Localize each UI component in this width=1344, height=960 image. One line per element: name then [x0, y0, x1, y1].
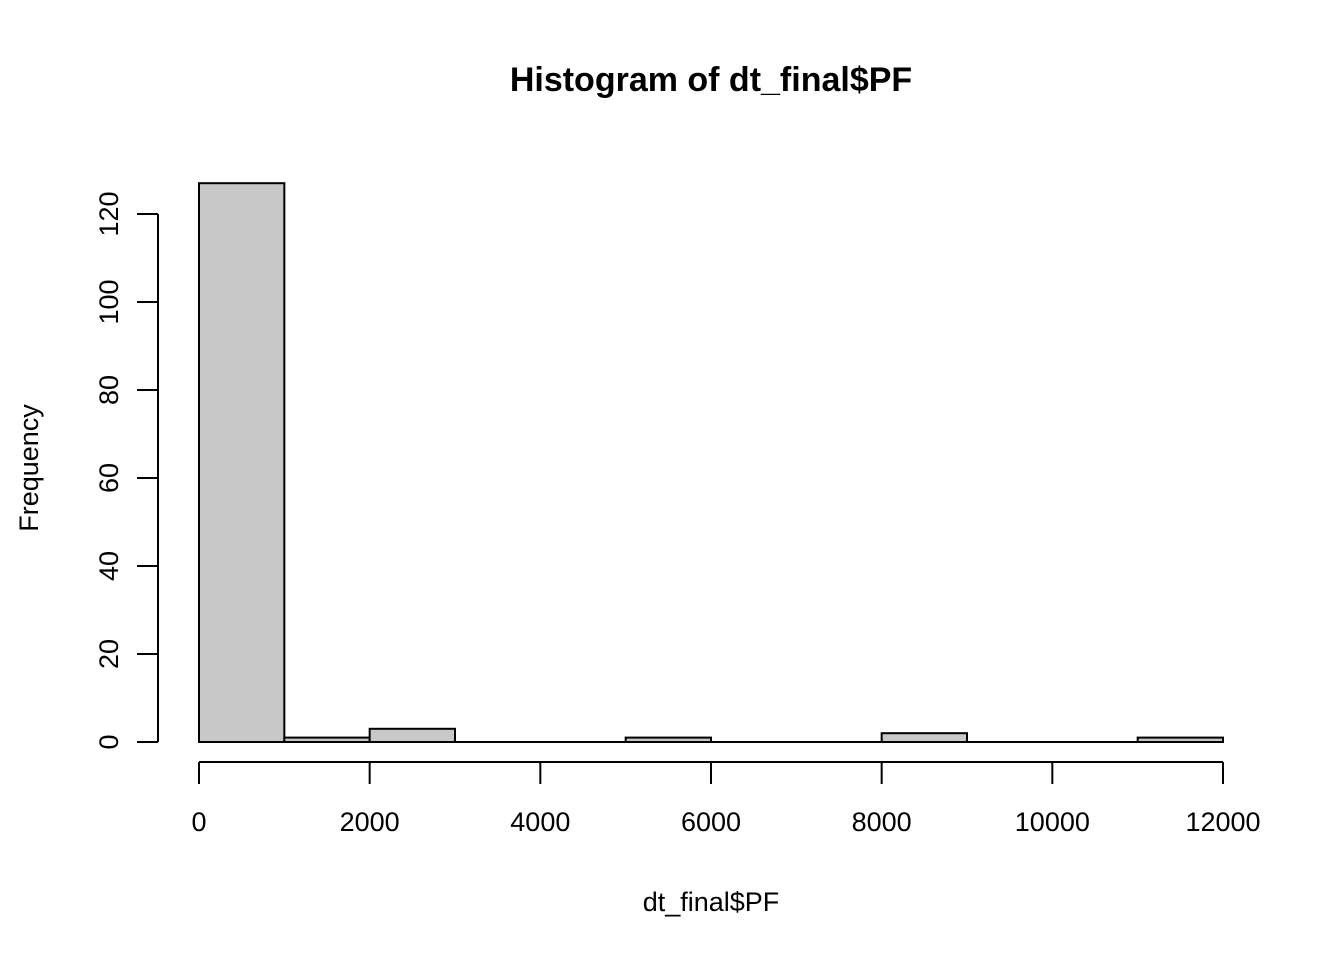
y-tick-label: 120	[94, 191, 124, 236]
histogram-bar	[368, 727, 456, 743]
x-tick-label: 12000	[1185, 807, 1260, 837]
histogram-bar	[880, 732, 969, 744]
histogram-bar	[624, 736, 713, 743]
chart-title: Histogram of dt_final$PF	[510, 61, 912, 99]
y-tick-label: 20	[94, 639, 124, 669]
y-tick-label: 60	[94, 463, 124, 493]
x-tick-label: 8000	[852, 807, 912, 837]
x-tick-label: 6000	[681, 807, 741, 837]
y-axis-title: Frequency	[14, 404, 44, 532]
x-tick-label: 2000	[340, 807, 400, 837]
histogram-bar	[198, 182, 286, 743]
x-axis: 0 2000 4000 6000 8000 10000 12000	[191, 761, 1261, 837]
histogram-bar	[283, 736, 371, 743]
x-tick-label: 10000	[1015, 807, 1090, 837]
x-axis-title: dt_final$PF	[643, 887, 780, 917]
histogram-bar	[1136, 736, 1224, 743]
x-tick-label: 0	[191, 807, 206, 837]
y-axis: 0 20 40 60 80 100 120	[94, 191, 159, 750]
y-tick-label: 40	[94, 551, 124, 581]
y-tick-label: 0	[94, 734, 124, 749]
x-tick-label: 4000	[510, 807, 570, 837]
histogram-bars	[198, 182, 1224, 744]
y-tick-label: 100	[94, 279, 124, 324]
y-tick-label: 80	[94, 375, 124, 405]
